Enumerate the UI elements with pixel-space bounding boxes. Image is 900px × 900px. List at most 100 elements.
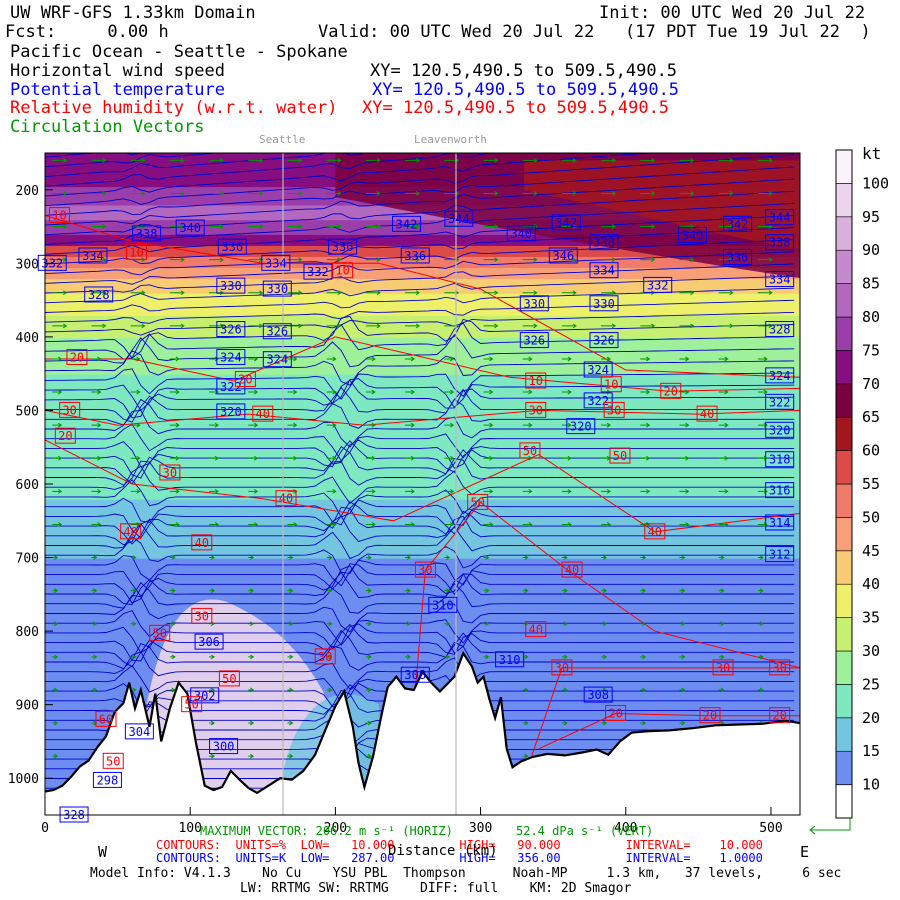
svg-text:326: 326 — [220, 323, 242, 337]
vector-arrow — [169, 257, 185, 263]
vector-arrow — [483, 522, 494, 527]
theta-label: 340 — [175, 219, 205, 236]
svg-text:40: 40 — [195, 536, 209, 550]
theta-label: 320 — [566, 418, 596, 435]
model-domain-title: UW WRF-GFS 1.33km Domain — [10, 3, 256, 23]
svg-text:320: 320 — [769, 423, 791, 437]
vector-arrow — [718, 422, 729, 428]
vector-arrow — [326, 257, 342, 263]
vector-arrow — [52, 455, 63, 461]
vector-arrow — [718, 323, 734, 329]
theta-line — [45, 439, 795, 469]
theta-label: 336 — [217, 238, 247, 255]
x-tick-label: 300 — [469, 821, 492, 836]
theta-label: 340 — [678, 226, 708, 243]
vector-arrow — [169, 389, 180, 395]
theta-label: 318 — [765, 451, 795, 468]
svg-text:50: 50 — [523, 444, 537, 458]
vector-arrow — [483, 588, 490, 594]
svg-text:334: 334 — [593, 264, 615, 278]
vector-arrow — [52, 290, 68, 296]
svg-text:40: 40 — [529, 623, 543, 637]
vector-arrow — [601, 522, 611, 527]
vector-arrow — [561, 720, 568, 726]
colorbar-swatch — [835, 283, 853, 318]
theta-line — [45, 315, 795, 359]
theta-line — [45, 153, 795, 158]
theta-line — [45, 368, 795, 400]
vector-arrow — [365, 654, 372, 660]
svg-text:40: 40 — [256, 407, 270, 421]
svg-text:50: 50 — [613, 449, 627, 463]
colorbar-unit: kt — [862, 144, 882, 163]
vector-arrow — [326, 356, 337, 362]
theta-label: 308 — [583, 686, 613, 703]
max-vector-horizontal: MAXIMUM VECTOR: 206.2 m s⁻¹ (HORIZ) — [200, 824, 453, 838]
vector-arrow — [91, 356, 102, 362]
svg-text:326: 326 — [523, 334, 545, 348]
vector-arrow — [405, 555, 411, 560]
vector-arrow — [169, 555, 176, 560]
vector-arrow — [405, 621, 411, 627]
vector-arrow — [326, 522, 337, 527]
vector-arrow — [561, 555, 568, 560]
vector-arrow — [287, 687, 294, 693]
rh-label: 50 — [519, 442, 541, 459]
theta-label: 322 — [765, 393, 795, 410]
x-tick-label: 200 — [324, 821, 347, 836]
rh-line — [523, 667, 800, 779]
rh-label: 30 — [414, 561, 436, 578]
svg-text:320: 320 — [220, 405, 242, 419]
vector-arrow — [209, 455, 219, 461]
vector-arrow — [405, 522, 415, 527]
theta-line — [45, 275, 795, 304]
vector-arrow — [561, 389, 572, 395]
colorbar-label: 80 — [862, 308, 880, 326]
field-xy-rh: XY= 120.5,490.5 to 509.5,490.5 — [362, 98, 670, 118]
theta-line — [45, 409, 795, 448]
vector-arrow — [326, 191, 342, 196]
vector-arrow — [248, 290, 264, 296]
colorbar-swatch — [835, 183, 853, 218]
svg-text:336: 336 — [221, 240, 243, 254]
theta-line — [45, 263, 795, 294]
svg-text:344: 344 — [448, 212, 470, 226]
theta-line — [45, 501, 795, 539]
vector-arrow — [522, 422, 533, 428]
vector-arrow — [248, 224, 264, 229]
theta-line — [45, 555, 795, 587]
vector-arrow — [287, 422, 298, 428]
colorbar-swatch — [835, 383, 853, 418]
theta-label: 340 — [506, 225, 536, 242]
vector-arrow — [757, 356, 768, 362]
theta-line — [45, 178, 795, 226]
vector-arrow — [365, 224, 381, 229]
svg-text:30: 30 — [529, 403, 543, 417]
rh-label: 10 — [332, 262, 354, 279]
rh-line — [538, 712, 800, 750]
svg-text:324: 324 — [220, 350, 242, 364]
vector-arrow — [640, 422, 651, 428]
vector-arrow — [405, 323, 420, 329]
location-leavenworth-label: Leavenworth — [414, 133, 487, 146]
svg-text:336: 336 — [727, 250, 749, 264]
theta-line — [45, 629, 795, 668]
theta-label: 332 — [303, 263, 333, 280]
vector-arrow — [365, 555, 372, 560]
svg-text:30: 30 — [163, 466, 177, 480]
vector-arrow — [601, 356, 611, 362]
vector-arrow — [522, 488, 533, 494]
theta-label: 324 — [765, 367, 795, 384]
svg-text:318: 318 — [769, 453, 791, 467]
vector-arrow — [757, 257, 773, 263]
vector-arrow — [522, 191, 538, 196]
vector-arrow — [209, 323, 224, 329]
vector-arrow — [679, 356, 690, 362]
svg-text:324: 324 — [769, 369, 791, 383]
colorbar-swatch — [835, 517, 853, 552]
vector-arrow — [248, 621, 255, 627]
vector-arrow — [718, 257, 734, 263]
theta-label: 338 — [132, 225, 162, 242]
vector-arrow — [248, 422, 259, 428]
svg-text:322: 322 — [587, 394, 609, 408]
